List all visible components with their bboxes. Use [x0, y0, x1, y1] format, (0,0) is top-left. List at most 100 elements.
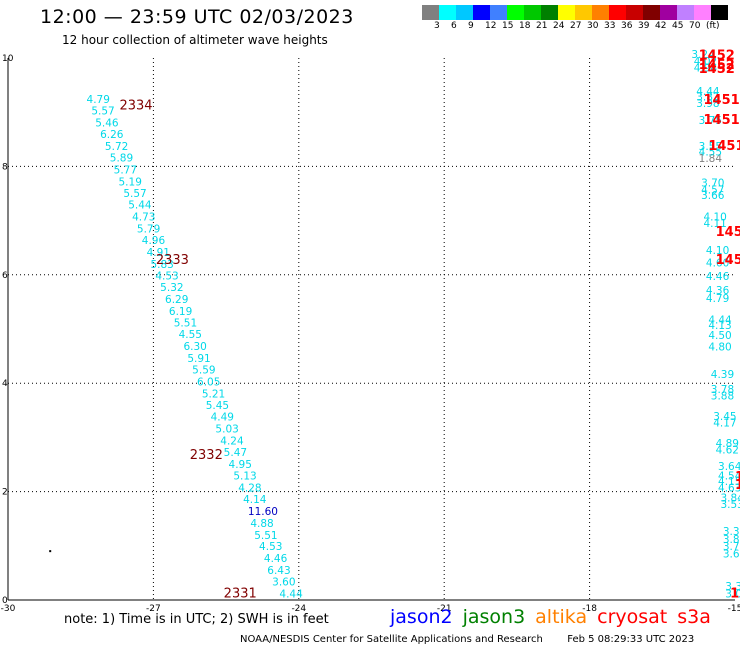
data-point-label: 3.78 — [711, 384, 734, 396]
pass-track-a: 4.443.606.434.464.535.514.8811.604.144.2… — [87, 94, 304, 600]
data-point-label: 5.03 — [215, 424, 238, 436]
color-swatch — [541, 5, 558, 20]
data-point-label: 1.84 — [699, 153, 723, 165]
footer: NOAA/NESDIS Center for Satellite Applica… — [240, 634, 694, 645]
data-point-label: 5.32 — [160, 282, 183, 294]
data-point-label: 5.77 — [114, 164, 137, 176]
data-point-label: 4.10 — [706, 245, 729, 257]
data-point-label: 4.62 — [716, 445, 739, 457]
data-point-label: 5.57 — [123, 188, 146, 200]
color-swatch — [558, 5, 575, 20]
footer-center: NOAA/NESDIS Center for Satellite Applica… — [240, 634, 543, 645]
data-point-label: 5.89 — [110, 153, 133, 165]
y-tick-label: 0 — [2, 596, 8, 606]
data-point-label: 5.44 — [128, 200, 152, 212]
axes — [7, 58, 735, 601]
data-point-label: 4.79 — [706, 293, 729, 305]
page-subtitle: 12 hour collection of altimeter wave hei… — [62, 33, 328, 47]
color-swatch — [575, 5, 592, 20]
data-point-label: 5.13 — [233, 471, 256, 483]
color-scale-label: (ft) — [706, 21, 720, 31]
color-swatch — [507, 5, 524, 20]
data-point-label: 5.19 — [119, 176, 142, 188]
data-point-label: 4.96 — [142, 235, 166, 247]
data-point-label: 4.14 — [243, 494, 267, 506]
data-point-label: 3.62 — [723, 549, 740, 561]
data-point-label: 6.05 — [197, 376, 220, 388]
data-point-label: 5.57 — [91, 105, 114, 117]
data-point-label: 6.30 — [183, 341, 206, 353]
data-point-label: 3.75 — [699, 115, 722, 127]
color-scale-label: 15 — [502, 21, 514, 31]
pass-id-label: 1451 — [708, 139, 740, 154]
pass-id-label: 1451 — [716, 253, 740, 268]
color-scale-label: 9 — [468, 21, 474, 31]
data-point-label: 4.36 — [706, 285, 730, 297]
data-point-label: 6.26 — [100, 129, 124, 141]
data-point-label: 4.39 — [711, 369, 734, 381]
x-tick-label: -18 — [582, 604, 597, 614]
data-point-label: 4.44 — [696, 86, 720, 98]
color-swatch — [626, 5, 643, 20]
pass-id-label: 2331 — [224, 586, 257, 601]
color-swatch — [473, 5, 490, 20]
x-tick-label: -24 — [291, 604, 306, 614]
data-point-label: 4.44 — [279, 588, 303, 600]
data-point-label: 4.02 — [694, 56, 717, 68]
data-point-label: 3.78 — [723, 541, 740, 553]
color-scale-label: 3 — [434, 21, 440, 31]
data-point-label: 5.91 — [187, 353, 210, 365]
y-tick-label: 8 — [2, 162, 8, 172]
legend-cryosat: cryosat — [597, 606, 668, 628]
pass-id-label: 14 — [735, 478, 740, 493]
y-tick-label: 4 — [2, 379, 8, 389]
data-point-label: 4.13 — [708, 320, 731, 332]
data-point-label: 3.84 — [720, 492, 740, 504]
data-point-label: 4.15 — [718, 476, 740, 488]
data-point-label: 3.82 — [696, 91, 719, 103]
data-point-label: 4.57 — [701, 185, 724, 197]
pass-id-label: 1 — [730, 586, 739, 601]
pass-id-label: 1452 — [699, 58, 735, 73]
legend-jason3: jason3 — [462, 606, 526, 628]
data-point-label: 4.60 — [706, 258, 729, 270]
color-scale-label: 6 — [451, 21, 457, 31]
data-point-label: 4.63 — [718, 483, 740, 495]
data-point-label: 5.59 — [192, 364, 215, 376]
data-point-label: 4.55 — [179, 329, 202, 341]
data-point-label: 4.46 — [706, 271, 730, 283]
data-point-label: 4.24 — [220, 435, 244, 447]
color-swatch — [524, 5, 541, 20]
pass-id-label: 2334 — [119, 98, 152, 113]
color-swatch — [439, 5, 456, 20]
color-swatch — [456, 5, 473, 20]
data-point-label: 3.85 — [723, 534, 740, 546]
data-point-label: 5.47 — [224, 447, 247, 459]
legend-altika: altika — [535, 606, 588, 628]
data-point-label: 6.19 — [169, 306, 192, 318]
color-swatch — [643, 5, 660, 20]
data-point-label: 4.89 — [716, 438, 739, 450]
data-point-label: 4.50 — [708, 330, 731, 342]
footer-date: Feb 5 08:29:33 UTC 2023 — [567, 634, 695, 645]
data-point-label: 4.53 — [259, 541, 282, 553]
data-point-label: 4.73 — [132, 212, 155, 224]
data-point-label: 4.17 — [713, 418, 736, 430]
data-point-label: 4.49 — [211, 412, 234, 424]
legend-jason2: jason2 — [390, 606, 453, 628]
data-point-label: 4.53 — [155, 271, 178, 283]
data-point-label: 3.06 — [725, 588, 740, 600]
data-point-label: 5.45 — [206, 400, 229, 412]
data-point-label: 4.79 — [87, 94, 110, 106]
pass-id-label: 14 — [735, 470, 740, 485]
data-point-label: 3.64 — [718, 461, 740, 473]
pass-id-label: 2333 — [156, 253, 189, 268]
pass-track-b: 3.063.363.623.783.853.383.533.844.634.15… — [691, 49, 740, 600]
color-scale-label: 45 — [672, 21, 684, 31]
color-scale-label: 12 — [485, 21, 497, 31]
data-point-label: 4.91 — [147, 247, 170, 259]
data-point-label: 5.83 — [150, 259, 173, 271]
data-point-label: 3.45 — [713, 411, 736, 423]
y-tick-label: 6 — [2, 271, 8, 281]
data-point-label: 4.55 — [699, 147, 722, 159]
